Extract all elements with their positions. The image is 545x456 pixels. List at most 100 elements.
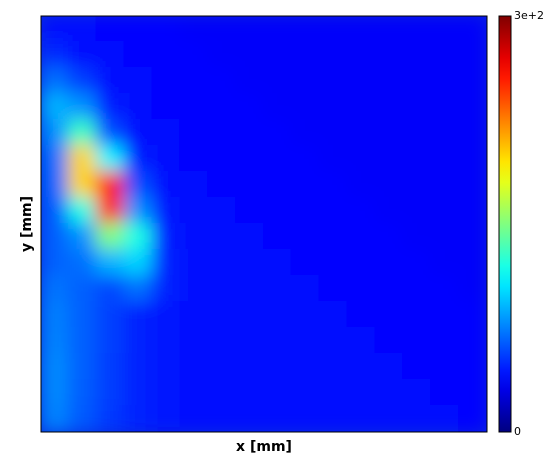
heatmap-cell — [207, 327, 238, 355]
heatmap-cell — [458, 16, 487, 43]
heatmap-cell — [67, 41, 98, 69]
heatmap-cell — [207, 379, 238, 407]
heatmap-cell — [346, 119, 377, 147]
heatmap-cell — [290, 171, 321, 199]
heatmap-cell — [430, 301, 461, 329]
heatmap-cell — [123, 119, 154, 147]
heatmap-cell — [263, 405, 293, 432]
heatmap-cell — [207, 275, 238, 303]
heatmap-cell — [41, 67, 70, 95]
heatmap-cell — [151, 327, 182, 355]
heatmap-cell — [41, 223, 70, 251]
heatmap-cell — [374, 379, 405, 407]
heatmap-cell — [290, 223, 321, 251]
heatmap-cell — [123, 327, 154, 355]
heatmap-cell — [458, 223, 487, 251]
heatmap-cell — [318, 16, 349, 43]
heatmap-cell — [151, 67, 182, 95]
heatmap-cell — [235, 197, 265, 225]
heatmap-cell — [41, 93, 70, 121]
heatmap — [41, 16, 487, 432]
heatmap-cell — [179, 171, 210, 199]
heatmap-cell — [67, 67, 98, 95]
heatmap-cell — [402, 275, 433, 303]
heatmap-cell — [346, 67, 377, 95]
heatmap-cell — [402, 16, 433, 43]
heatmap-cell — [374, 353, 405, 381]
heatmap-cell — [123, 171, 154, 199]
heatmap-cell — [374, 275, 405, 303]
heatmap-cell — [430, 379, 461, 407]
heatmap-cell — [346, 16, 377, 43]
heatmap-cell — [207, 145, 238, 173]
heatmap-cell — [207, 67, 238, 95]
heatmap-cell — [151, 275, 182, 303]
heatmap-cell — [290, 379, 321, 407]
heatmap-cell — [263, 119, 293, 147]
heatmap-cell — [123, 16, 154, 43]
heatmap-cell — [95, 223, 126, 251]
plot-frame — [40, 15, 488, 433]
heatmap-cell — [123, 145, 154, 173]
heatmap-cell — [318, 327, 349, 355]
heatmap-cell — [290, 145, 321, 173]
heatmap-cell — [179, 249, 210, 277]
heatmap-cell — [458, 41, 487, 69]
heatmap-cell — [374, 145, 405, 173]
heatmap-cell — [346, 145, 377, 173]
heatmap-cell — [41, 41, 70, 69]
colorbar-tick-label: 3e+2 — [514, 9, 544, 22]
heatmap-cell — [235, 353, 265, 381]
heatmap-cell — [290, 249, 321, 277]
heatmap-cell — [235, 171, 265, 199]
heatmap-cell — [318, 249, 349, 277]
heatmap-cell — [430, 119, 461, 147]
heatmap-cell — [151, 301, 182, 329]
heatmap-cell — [235, 301, 265, 329]
heatmap-cell — [179, 145, 210, 173]
heatmap-cell — [346, 301, 377, 329]
heatmap-cell — [95, 249, 126, 277]
heatmap-cell — [318, 145, 349, 173]
heatmap-cell — [123, 197, 154, 225]
heatmap-cell — [41, 119, 70, 147]
heatmap-cell — [67, 197, 98, 225]
heatmap-cell — [67, 379, 98, 407]
heatmap-cell — [179, 405, 210, 432]
heatmap-cell — [67, 223, 98, 251]
heatmap-cell — [41, 275, 70, 303]
heatmap-cell — [290, 405, 321, 432]
heatmap-cell — [290, 301, 321, 329]
heatmap-cell — [318, 197, 349, 225]
heatmap-cell — [179, 275, 210, 303]
heatmap-cell — [179, 223, 210, 251]
heatmap-cell — [179, 327, 210, 355]
heatmap-cell — [430, 327, 461, 355]
heatmap-cell — [346, 197, 377, 225]
heatmap-cell — [430, 145, 461, 173]
heatmap-cell — [290, 16, 321, 43]
heatmap-cell — [67, 145, 98, 173]
heatmap-cell — [151, 145, 182, 173]
heatmap-cell — [67, 249, 98, 277]
heatmap-cell — [151, 171, 182, 199]
heatmap-cell — [207, 119, 238, 147]
heatmap-cell — [458, 171, 487, 199]
heatmap-cell — [374, 223, 405, 251]
heatmap-cell — [41, 171, 70, 199]
heatmap-cells — [41, 16, 487, 432]
heatmap-cell — [207, 93, 238, 121]
heatmap-cell — [430, 405, 461, 432]
heatmap-cell — [458, 301, 487, 329]
heatmap-cell — [374, 327, 405, 355]
heatmap-cell — [151, 223, 182, 251]
heatmap-cell — [402, 41, 433, 69]
heatmap-cell — [458, 405, 487, 432]
heatmap-cell — [207, 301, 238, 329]
heatmap-cell — [346, 275, 377, 303]
heatmap-cell — [346, 41, 377, 69]
heatmap-cell — [263, 249, 293, 277]
heatmap-cell — [374, 249, 405, 277]
heatmap-cell — [346, 249, 377, 277]
heatmap-cell — [290, 119, 321, 147]
